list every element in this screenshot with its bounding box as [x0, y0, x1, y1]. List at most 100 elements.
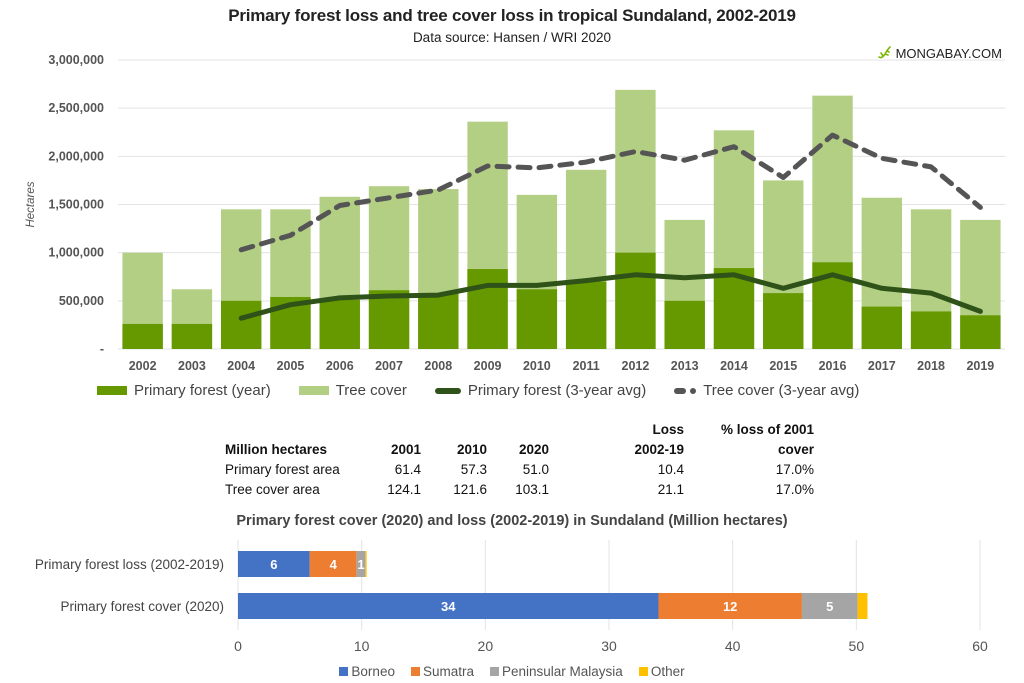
- legend-dash-tree-avg: [674, 387, 697, 394]
- data-label: 1: [357, 557, 364, 572]
- table-cell: 17.0%: [775, 482, 814, 497]
- segment-peninsular-malaysia: [356, 551, 366, 577]
- table-header-cell: Million hectares: [225, 442, 328, 457]
- table-header-cell: cover: [777, 442, 814, 457]
- bar-primary-forest: [467, 269, 508, 349]
- legend-label: Tree cover (3-year avg): [703, 382, 860, 399]
- x-tick-label: 2012: [622, 359, 650, 373]
- main-chart: - 500,000 1,000,000 1,500,000 2,000,000 2,500…: [25, 53, 1005, 373]
- chart-subtitle: Data source: Hansen / WRI 2020: [412, 30, 612, 45]
- y-tick-label: 3,000,000: [48, 53, 104, 67]
- x-tick-label: 2016: [819, 359, 847, 373]
- segment-sumatra: [658, 593, 802, 619]
- table-cell: 10.4: [657, 462, 684, 477]
- segment-other: [365, 551, 367, 577]
- x-tick-label: 2009: [474, 359, 502, 373]
- table-cell: 103.1: [515, 482, 549, 497]
- legend-label: Other: [650, 664, 685, 679]
- bottom-chart-title: Primary forest cover (2020) and loss (20…: [236, 513, 788, 529]
- x-tick-label: 2011: [573, 359, 600, 373]
- data-label: 5: [826, 599, 833, 614]
- legend-swatch-peninsular: [490, 667, 499, 676]
- line-primary-forest-avg: [238, 272, 983, 321]
- x-tick-label: 2008: [424, 359, 452, 373]
- table-cell: 61.4: [394, 462, 421, 477]
- x-tick-label: 50: [849, 638, 865, 654]
- table-header-cell: [225, 420, 375, 440]
- y-tick-label: 2,500,000: [48, 101, 104, 115]
- legend-item-tree-cover: Tree cover: [298, 382, 407, 399]
- x-tick-label: 10: [354, 638, 370, 654]
- x-tick-label: 2019: [966, 359, 994, 373]
- x-tick-label: 2015: [769, 359, 797, 373]
- legend-item-tree-avg: Tree cover (3-year avg): [674, 382, 859, 399]
- bar-primary-forest: [319, 299, 360, 349]
- table-cell: 51.0: [522, 462, 549, 477]
- legend-label: Tree cover: [335, 382, 407, 399]
- x-tick-label: 2013: [671, 359, 699, 373]
- table-cell: 21.1: [657, 482, 684, 497]
- legend-swatch-primary-forest: [97, 386, 127, 395]
- legend-label: Borneo: [351, 664, 395, 679]
- segment-borneo: [238, 551, 310, 577]
- table-cell: 121.6: [453, 482, 487, 497]
- legend-item-sumatra: Sumatra: [410, 664, 474, 679]
- bar-primary-forest: [615, 252, 656, 349]
- table-row: Primary forest area 61.4 57.3 51.0 10.4 …: [225, 460, 814, 480]
- bar-primary-forest: [664, 300, 705, 349]
- table-header: Million hectares 2001 2010 2020 2002-19 …: [225, 440, 814, 460]
- line-tree-cover-avg: [238, 132, 983, 253]
- x-tick-label: 20: [478, 638, 494, 654]
- bar-primary-forest: [418, 293, 459, 349]
- x-tick-label: 2003: [178, 359, 206, 373]
- x-tick-label: 40: [725, 638, 741, 654]
- x-tick-label: 2004: [227, 359, 255, 373]
- category-label: Primary forest cover (2020): [60, 599, 224, 614]
- table-header-cell: 2002-19: [634, 442, 684, 457]
- table-header-cell: 2001: [390, 442, 421, 457]
- y-axis-label: Hectares: [25, 181, 37, 227]
- x-tick-label: 2007: [375, 359, 403, 373]
- bar-primary-forest: [713, 268, 755, 349]
- legend-label: Sumatra: [422, 664, 474, 679]
- table-header-cell: % loss of 2001: [720, 422, 814, 437]
- y-tick-label: 500,000: [59, 294, 104, 308]
- bar-primary-forest: [910, 311, 952, 349]
- data-label: 12: [723, 599, 737, 614]
- data-label: 4: [330, 557, 338, 572]
- bar-primary-forest: [763, 293, 804, 349]
- bar-primary-forest: [122, 323, 163, 349]
- legend-swatch-other: [638, 667, 648, 676]
- segment-borneo: [238, 593, 659, 619]
- bar-primary-forest: [565, 281, 607, 349]
- table-header-cell: [487, 420, 549, 440]
- segment-other: [857, 593, 868, 619]
- mongabay-logo: MONGABAY.COM: [877, 45, 1002, 61]
- table-row: Tree cover area 124.1 121.6 103.1 21.1 1…: [225, 480, 814, 500]
- x-tick-label: 2014: [720, 359, 748, 373]
- bar-primary-forest: [516, 289, 558, 349]
- bottom-legend: Borneo Sumatra Peninsular Malaysia Other: [0, 664, 1024, 679]
- legend-label: Peninsular Malaysia: [502, 664, 623, 679]
- bar-primary-forest: [368, 290, 410, 349]
- legend-item-primary-avg: Primary forest (3-year avg): [434, 382, 646, 399]
- legend-line-primary-avg: [434, 387, 461, 394]
- table-header-cell: [375, 420, 421, 440]
- legend-swatch-sumatra: [410, 667, 420, 676]
- segment-sumatra: [309, 551, 357, 577]
- bottom-chart: 0 10 20 30 40 50 60 Primary forest loss (2002-2…: [35, 540, 988, 654]
- table-cell: Tree cover area: [225, 482, 320, 497]
- legend-item-borneo: Borneo: [339, 664, 395, 679]
- x-tick-label: 2006: [326, 359, 354, 373]
- main-legend: Primary forest (year) Tree cover Primary…: [97, 382, 887, 399]
- segment-peninsular-malaysia: [801, 593, 858, 619]
- x-tick-label: 2018: [917, 359, 945, 373]
- chart-title: Primary forest loss and tree cover loss …: [228, 6, 796, 25]
- table-header-cell: 2020: [518, 442, 549, 457]
- bar-primary-forest: [171, 323, 213, 349]
- gecko-icon: [877, 46, 891, 59]
- logo-text: MONGABAY.COM: [895, 45, 1002, 61]
- table-header-cell: Loss: [652, 422, 684, 437]
- x-tick-label: 60: [972, 638, 988, 654]
- legend-item-primary-forest: Primary forest (year): [97, 382, 271, 399]
